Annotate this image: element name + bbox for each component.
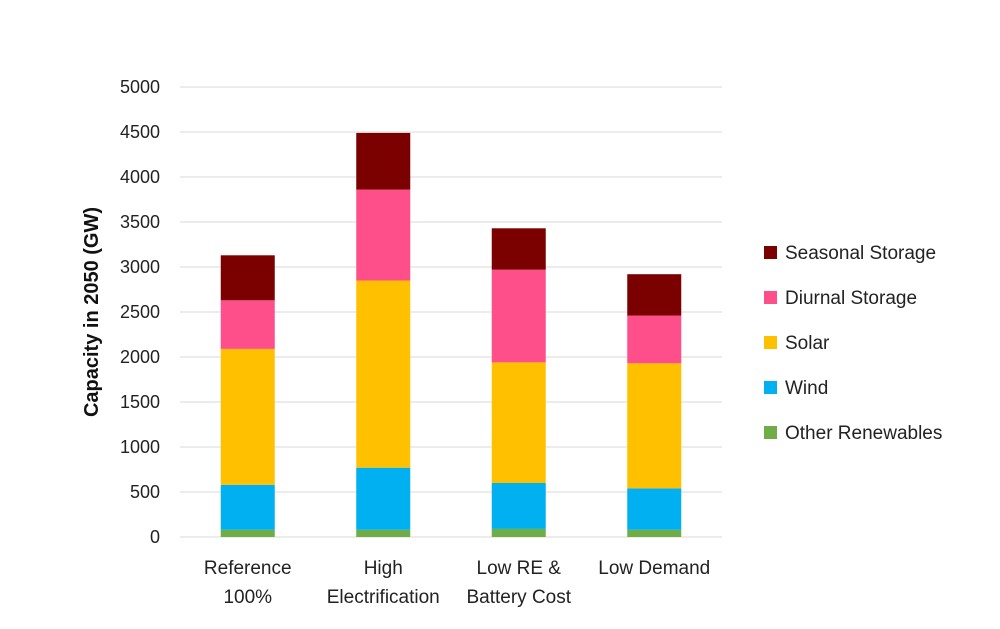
y-tick-label: 2500 [120,302,160,322]
x-category-label-line: Battery Cost [466,587,571,608]
legend-swatch [764,246,777,259]
bar-segment-wind [356,467,411,530]
bar-segment-solar [356,280,411,468]
y-axis-title: Capacity in 2050 (GW) [81,207,103,417]
bar-segment-seasonal-storage [627,274,682,316]
y-tick-label: 3500 [120,212,160,232]
bar-segment-seasonal-storage [220,255,275,301]
y-tick-label: 2000 [120,347,160,367]
y-tick-label: 0 [150,527,160,547]
bar-segment-diurnal-storage [491,269,546,363]
bar-segment-solar [491,362,546,483]
bar-segment-diurnal-storage [220,300,275,349]
y-tick-label: 1500 [120,392,160,412]
x-category-label-line: Electrification [327,587,440,608]
y-tick-label: 5000 [120,77,160,97]
bar-segment-other-renewables [627,529,682,537]
bar-segment-diurnal-storage [356,189,411,281]
legend-label: Diurnal Storage [785,288,917,309]
legend-label: Wind [785,378,828,399]
bar-segment-seasonal-storage [356,132,411,190]
legend-swatch [764,426,777,439]
x-category-label-line: Low RE & [477,558,562,579]
bar-segment-diurnal-storage [627,315,682,364]
legend-swatch [764,291,777,304]
x-category-label: Low Demand [598,558,710,579]
y-tick-label: 4000 [120,167,160,187]
bars [220,132,682,537]
bar-segment-solar [220,348,275,485]
bar-segment-other-renewables [491,528,546,537]
bar-segment-wind [491,483,546,529]
legend-swatch [764,381,777,394]
x-category-label-line: High [364,558,403,579]
x-category-label-line: 100% [223,587,272,608]
legend-label: Solar [785,333,830,354]
y-tick-label: 1000 [120,437,160,457]
x-category-label-line: Reference [204,558,292,579]
legend-item-other-renewables: Other Renewables [764,423,942,444]
legend-swatch [764,336,777,349]
x-category-label: Reference 100% [204,558,292,608]
legend-item-diurnal-storage: Diurnal Storage [764,288,917,309]
legend-item-solar: Solar [764,333,830,354]
y-axis-ticks: 0 500 1000 1500 2000 2500 3000 3500 4000 4500 5000 [120,77,160,547]
legend-label: Seasonal Storage [785,243,936,264]
legend-item-wind: Wind [764,378,828,399]
bar-segment-other-renewables [356,529,411,537]
y-tick-label: 3000 [120,257,160,277]
y-tick-label: 500 [130,482,160,502]
x-axis-categories: Reference 100% High Electrification Low RE &… [204,558,710,608]
x-category-label: High Electrification [327,558,440,608]
bar-segment-solar [627,363,682,489]
bar-segment-other-renewables [220,529,275,537]
bar-segment-wind [627,488,682,530]
legend: Seasonal Storage Diurnal Storage Solar Wind… [764,243,942,444]
bar-segment-seasonal-storage [491,228,546,270]
x-category-label: Low RE & Battery Cost [466,558,571,608]
y-tick-label: 4500 [120,122,160,142]
bar-segment-wind [220,484,275,530]
legend-item-seasonal-storage: Seasonal Storage [764,243,936,264]
legend-label: Other Renewables [785,423,942,444]
x-category-label-line: Low Demand [598,558,710,579]
